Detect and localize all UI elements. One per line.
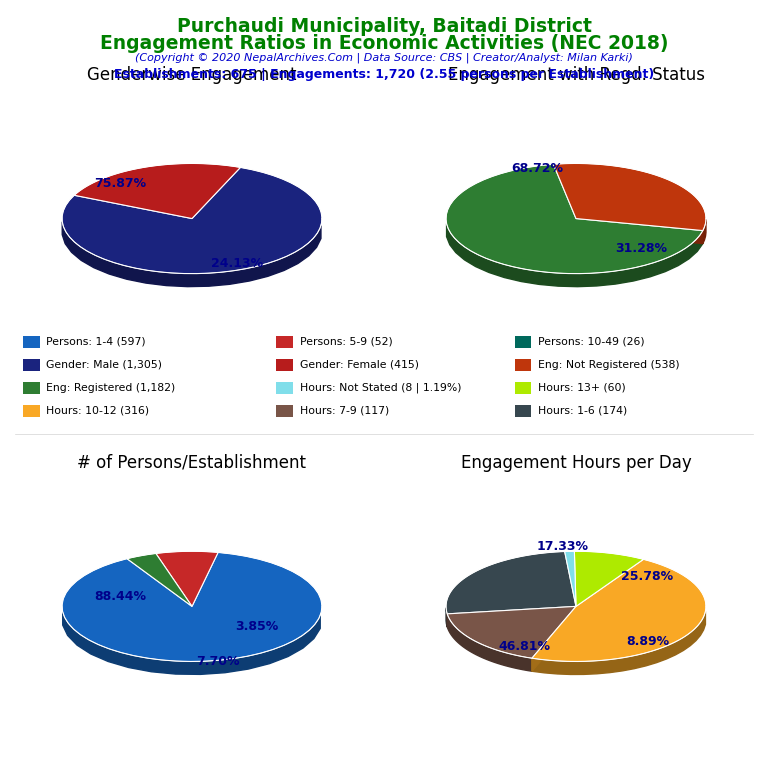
Polygon shape (62, 167, 322, 273)
Text: Persons: 5-9 (52): Persons: 5-9 (52) (300, 336, 392, 347)
Polygon shape (447, 607, 576, 658)
Polygon shape (74, 164, 240, 219)
Text: Persons: 10-49 (26): Persons: 10-49 (26) (538, 336, 644, 347)
Text: 25.78%: 25.78% (621, 570, 674, 583)
Polygon shape (703, 220, 706, 243)
Text: 46.81%: 46.81% (498, 640, 550, 653)
Text: 68.72%: 68.72% (511, 162, 563, 175)
Text: Hours: 7-9 (117): Hours: 7-9 (117) (300, 406, 389, 416)
Polygon shape (576, 219, 703, 243)
Text: 75.87%: 75.87% (94, 177, 147, 190)
Text: 7.70%: 7.70% (197, 655, 240, 668)
Polygon shape (62, 222, 321, 286)
Text: Hours: 1-6 (174): Hours: 1-6 (174) (538, 406, 627, 416)
Text: Hours: 13+ (60): Hours: 13+ (60) (538, 382, 625, 393)
Text: 8.89%: 8.89% (626, 635, 669, 648)
Title: Engagement with Regd. Status: Engagement with Regd. Status (448, 66, 704, 84)
Title: # of Persons/Establishment: # of Persons/Establishment (78, 454, 306, 472)
Polygon shape (446, 551, 576, 614)
Text: Gender: Female (415): Gender: Female (415) (300, 359, 419, 370)
Polygon shape (564, 551, 576, 607)
Polygon shape (447, 614, 532, 671)
Polygon shape (574, 551, 644, 607)
Polygon shape (532, 607, 576, 671)
Text: Eng: Not Registered (538): Eng: Not Registered (538) (538, 359, 679, 370)
Polygon shape (156, 551, 218, 607)
Text: Hours: Not Stated (8 | 1.19%): Hours: Not Stated (8 | 1.19%) (300, 382, 461, 393)
Text: (Copyright © 2020 NepalArchives.Com | Data Source: CBS | Creator/Analyst: Milan : (Copyright © 2020 NepalArchives.Com | Da… (135, 52, 633, 63)
Polygon shape (62, 552, 322, 661)
Text: Purchaudi Municipality, Baitadi District: Purchaudi Municipality, Baitadi District (177, 17, 591, 36)
Polygon shape (554, 164, 706, 230)
Polygon shape (63, 612, 320, 674)
Polygon shape (127, 554, 192, 607)
Text: Engagement Ratios in Economic Activities (NEC 2018): Engagement Ratios in Economic Activities… (100, 34, 668, 53)
Polygon shape (532, 559, 706, 661)
Text: Establishments: 675 | Engagements: 1,720 (2.55 persons per Establishment): Establishments: 675 | Engagements: 1,720… (114, 68, 654, 81)
Polygon shape (532, 611, 706, 674)
Text: Persons: 1-4 (597): Persons: 1-4 (597) (46, 336, 146, 347)
Text: 3.85%: 3.85% (235, 620, 279, 633)
Polygon shape (447, 607, 576, 627)
Text: 88.44%: 88.44% (94, 590, 147, 603)
Polygon shape (576, 219, 703, 243)
Text: Gender: Male (1,305): Gender: Male (1,305) (46, 359, 162, 370)
Title: Genderwise Engagement: Genderwise Engagement (88, 66, 296, 84)
Polygon shape (447, 607, 576, 627)
Text: Hours: 10-12 (316): Hours: 10-12 (316) (46, 406, 149, 416)
Polygon shape (446, 607, 447, 627)
Polygon shape (446, 223, 703, 286)
Polygon shape (446, 164, 703, 273)
Text: 24.13%: 24.13% (211, 257, 263, 270)
Title: Engagement Hours per Day: Engagement Hours per Day (461, 454, 691, 472)
Polygon shape (532, 607, 576, 671)
Text: 17.33%: 17.33% (537, 540, 589, 553)
Text: 31.28%: 31.28% (615, 242, 667, 255)
Text: Eng: Registered (1,182): Eng: Registered (1,182) (46, 382, 175, 393)
